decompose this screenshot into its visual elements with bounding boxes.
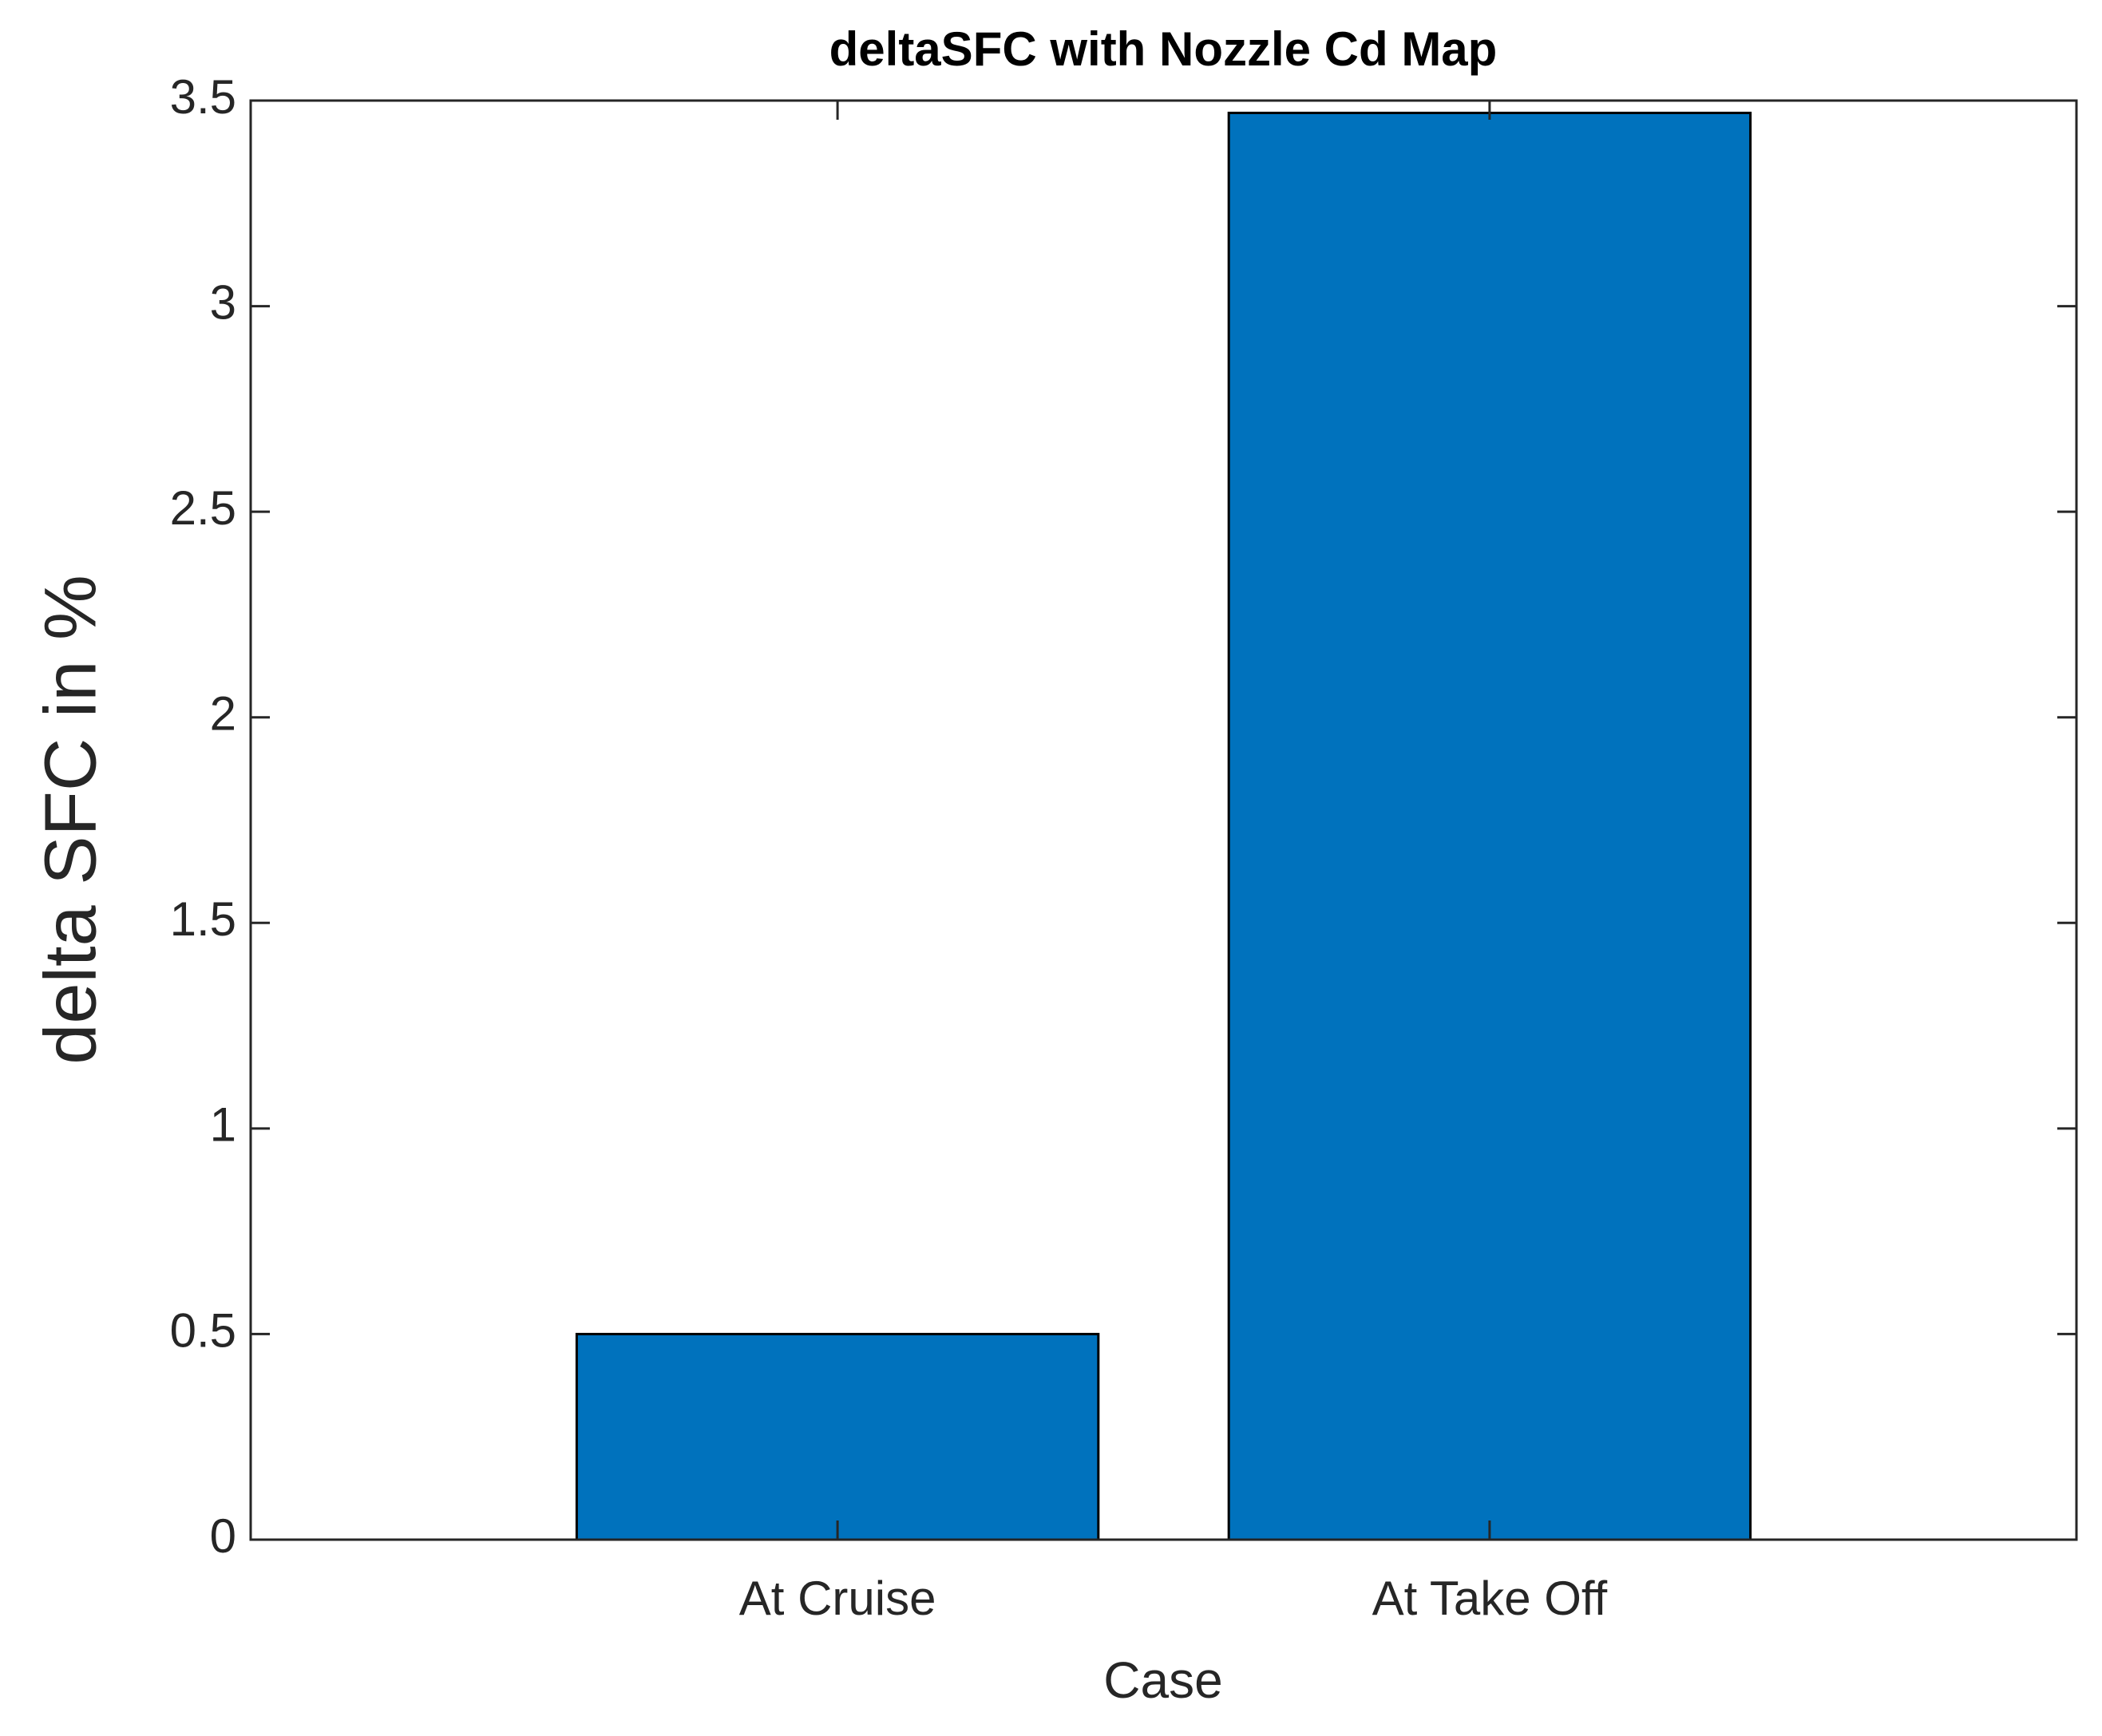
x-tick-label: At Take Off: [1372, 1572, 1608, 1625]
y-tick-label: 2: [210, 687, 236, 741]
bar: [1227, 111, 1752, 1541]
y-tick-label: 0.5: [170, 1303, 236, 1357]
y-tick-label: 3: [210, 275, 236, 329]
y-axis-label: delta SFC in %: [30, 575, 111, 1065]
y-tick-label: 2.5: [170, 481, 236, 535]
y-tick-label: 3.5: [170, 70, 236, 124]
y-tick-label: 1.5: [170, 892, 236, 946]
y-tick-label: 1: [210, 1098, 236, 1152]
chart-title: deltaSFC with Nozzle Cd Map: [829, 22, 1498, 76]
bar: [575, 1332, 1100, 1541]
axes-box: [249, 99, 2078, 1541]
x-axis-label: Case: [1103, 1651, 1222, 1709]
y-tick-label: 0: [210, 1509, 236, 1563]
x-tick-label: At Cruise: [739, 1572, 936, 1625]
